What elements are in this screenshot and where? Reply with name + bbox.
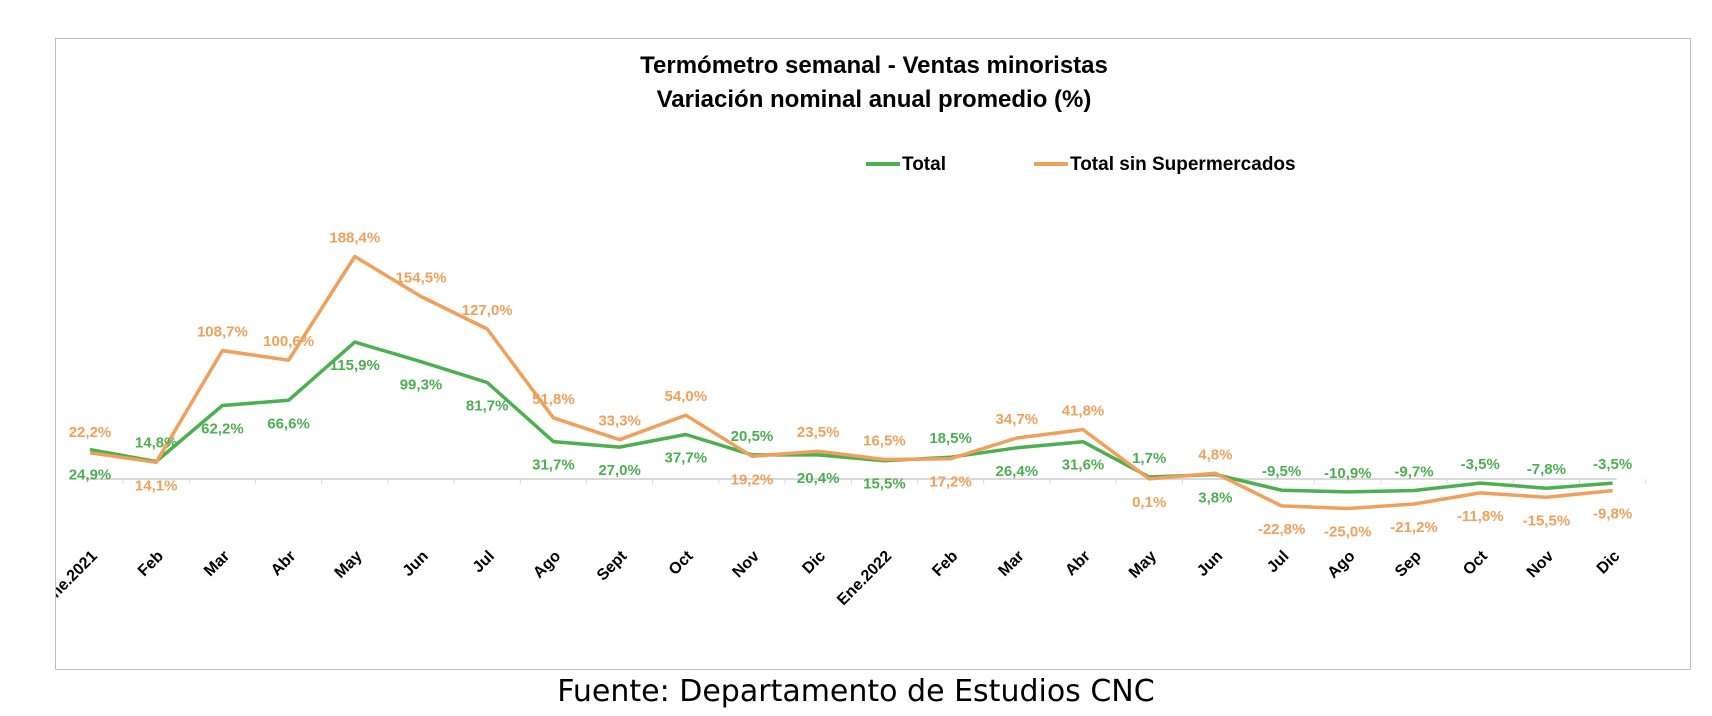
x-tick-label: Ene.2021 [56, 548, 101, 609]
legend: Total Total sin Supermercados [866, 154, 1296, 175]
chart-title: Termómetro semanal - Ventas minoristas [640, 52, 1108, 79]
data-label-total: 99,3% [400, 377, 443, 394]
data-label-total-sin-supermercados: 34,7% [996, 411, 1039, 428]
chart-frame: Termómetro semanal - Ventas minoristas V… [55, 38, 1691, 670]
data-label-total: -7,8% [1527, 461, 1566, 478]
data-label-total: 37,7% [665, 449, 708, 466]
x-tick-label: Ago [530, 548, 564, 582]
data-label-total: 20,4% [797, 470, 840, 487]
data-label-total: 24,9% [69, 467, 112, 484]
line-chart: Termómetro semanal - Ventas minoristas V… [56, 52, 1647, 609]
x-tick-label: Feb [135, 548, 167, 580]
data-label-total-sin-supermercados: 54,0% [665, 388, 708, 405]
data-label-total-sin-supermercados: 127,0% [462, 302, 513, 319]
data-label-total: 15,5% [863, 476, 906, 493]
data-label-total-sin-supermercados: -21,2% [1390, 519, 1438, 536]
data-label-total: -3,5% [1461, 456, 1500, 473]
x-tick-label: Dic [799, 548, 829, 578]
chart-subtitle: Variación nominal anual promedio (%) [657, 86, 1092, 113]
data-label-total-sin-supermercados: 41,8% [1062, 403, 1105, 420]
data-label-total-sin-supermercados: -22,8% [1258, 521, 1306, 538]
series-line-total [89, 340, 1613, 494]
data-label-total-sin-supermercados: 154,5% [396, 270, 447, 287]
data-label-total: 115,9% [330, 357, 380, 374]
data-label-total: 81,7% [466, 398, 509, 415]
x-tick-label: Jul [470, 548, 498, 576]
data-label-total-sin-supermercados: 0,1% [1132, 494, 1166, 511]
legend-label: Total sin Supermercados [1070, 154, 1296, 175]
data-label-total-sin-supermercados: 14,1% [135, 477, 178, 494]
data-label-total-sin-supermercados: 33,3% [598, 413, 641, 430]
data-label-total: 18,5% [929, 430, 972, 447]
series-lines [89, 254, 1613, 511]
source-note: Fuente: Departamento de Estudios CNC [557, 674, 1155, 709]
data-label-total-sin-supermercados: 4,8% [1198, 446, 1232, 463]
series-line-total-sin-supermercados [89, 254, 1613, 511]
data-label-total: 31,6% [1062, 457, 1105, 474]
data-label-total: -10,9% [1324, 465, 1372, 482]
x-tick-label: Jun [400, 548, 432, 580]
x-tick-label: Sep [1392, 548, 1425, 581]
data-label-total-sin-supermercados: 51,8% [532, 391, 575, 408]
x-tick-label: Mar [995, 548, 1027, 580]
x-tick-label: Mar [201, 548, 233, 580]
data-label-total: 1,7% [1132, 450, 1166, 467]
data-label-total-sin-supermercados: 16,5% [863, 433, 906, 450]
data-label-total-sin-supermercados: 100,6% [263, 333, 314, 350]
data-label-total-sin-supermercados: -15,5% [1523, 512, 1571, 529]
legend-label: Total [902, 154, 946, 175]
x-tick-label: Sept [594, 547, 631, 584]
data-label-total-sin-supermercados: 17,2% [929, 474, 972, 491]
data-label-total: 31,7% [532, 457, 575, 474]
x-tick-label: Abr [268, 548, 300, 580]
x-tick-label: May [332, 548, 366, 582]
x-tick-label: Ago [1325, 548, 1359, 582]
x-tick-label: Jul [1264, 548, 1292, 576]
x-tick-label: Nov [729, 548, 762, 581]
data-label-total: 14,8% [135, 435, 178, 452]
x-tick-label: Feb [929, 548, 961, 580]
x-tick-label: May [1126, 548, 1160, 582]
x-tick-label: Abr [1062, 548, 1094, 580]
data-label-total-sin-supermercados: 22,2% [69, 424, 112, 441]
data-label-total: 27,0% [598, 462, 641, 479]
x-tick-label: Ene.2022 [834, 548, 895, 609]
x-tick-label: Oct [1460, 547, 1491, 578]
data-label-total: -9,5% [1262, 463, 1301, 480]
x-tick-label: Dic [1594, 548, 1624, 578]
data-label-total-sin-supermercados: -9,8% [1593, 506, 1632, 523]
data-label-total: 20,5% [731, 428, 774, 445]
x-tick-label: Oct [666, 547, 697, 578]
data-label-total: 62,2% [201, 421, 244, 438]
data-label-total: 3,8% [1198, 490, 1232, 507]
data-label-total-sin-supermercados: -11,8% [1457, 508, 1504, 525]
data-label-total: -3,5% [1593, 456, 1632, 473]
data-labels: 24,9% 22,2% 14,8% 14,1% 62,2% 108,7% 66,6% 100,… [69, 229, 1632, 540]
data-label-total-sin-supermercados: -25,0% [1324, 524, 1372, 541]
x-tick-label: Nov [1524, 548, 1557, 581]
data-label-total-sin-supermercados: 19,2% [731, 471, 774, 488]
x-axis: Ene.2021 Feb Mar Abr May Jun Jul Ago Sept Oct Nov D… [56, 478, 1647, 609]
x-tick-label: Jun [1194, 548, 1226, 580]
data-label-total-sin-supermercados: 108,7% [197, 324, 248, 341]
data-label-total: -9,7% [1394, 463, 1433, 480]
data-label-total: 26,4% [996, 463, 1039, 480]
data-label-total-sin-supermercados: 23,5% [797, 424, 840, 441]
data-label-total-sin-supermercados: 188,4% [329, 229, 380, 246]
data-label-total: 66,6% [267, 415, 310, 432]
